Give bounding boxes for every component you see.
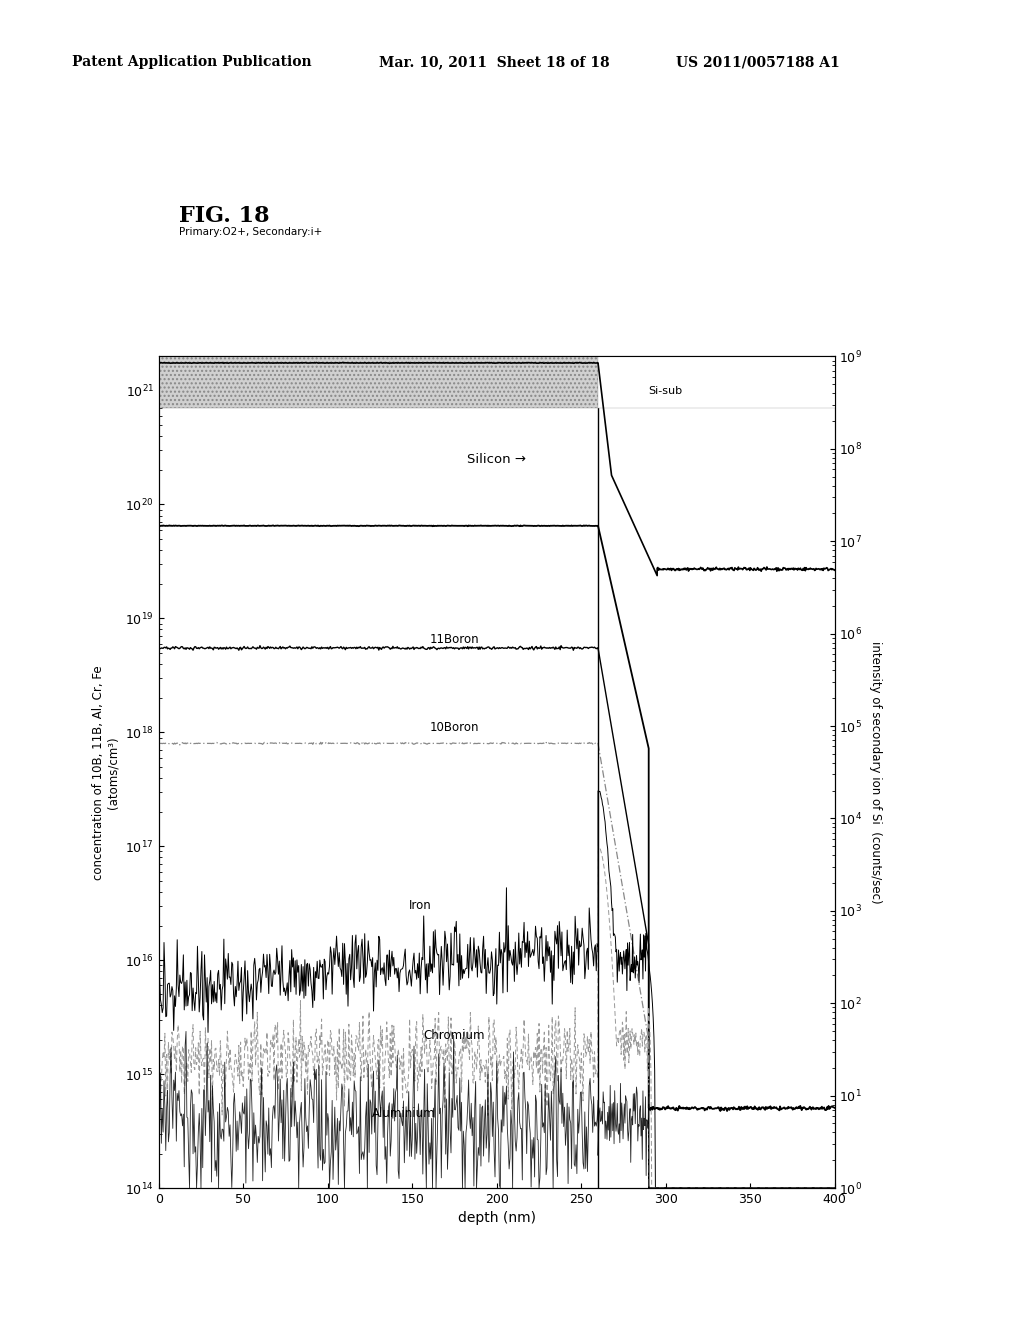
- Text: Silicon →: Silicon →: [467, 453, 526, 466]
- Text: US 2011/0057188 A1: US 2011/0057188 A1: [676, 55, 840, 70]
- Text: Iron: Iron: [410, 899, 432, 912]
- Text: Primary:O2+, Secondary:i+: Primary:O2+, Secondary:i+: [179, 227, 323, 238]
- Text: Patent Application Publication: Patent Application Publication: [72, 55, 311, 70]
- Y-axis label: concentration of 10B, 11B, Al, Cr, Fe
(atoms/cm³): concentration of 10B, 11B, Al, Cr, Fe (a…: [92, 665, 120, 879]
- Text: Si-sub: Si-sub: [649, 385, 683, 396]
- Text: 10Boron: 10Boron: [430, 721, 479, 734]
- X-axis label: depth (nm): depth (nm): [458, 1212, 536, 1225]
- Y-axis label: intensity of secondary ion of Si  (counts/sec): intensity of secondary ion of Si (counts…: [869, 642, 883, 903]
- Text: Mar. 10, 2011  Sheet 18 of 18: Mar. 10, 2011 Sheet 18 of 18: [379, 55, 609, 70]
- Text: Chromium: Chromium: [424, 1028, 485, 1041]
- Text: 11Boron: 11Boron: [430, 634, 479, 647]
- Bar: [159, 342, 598, 408]
- Text: Aluminium: Aluminium: [372, 1107, 435, 1121]
- Text: FIG. 18: FIG. 18: [179, 205, 270, 227]
